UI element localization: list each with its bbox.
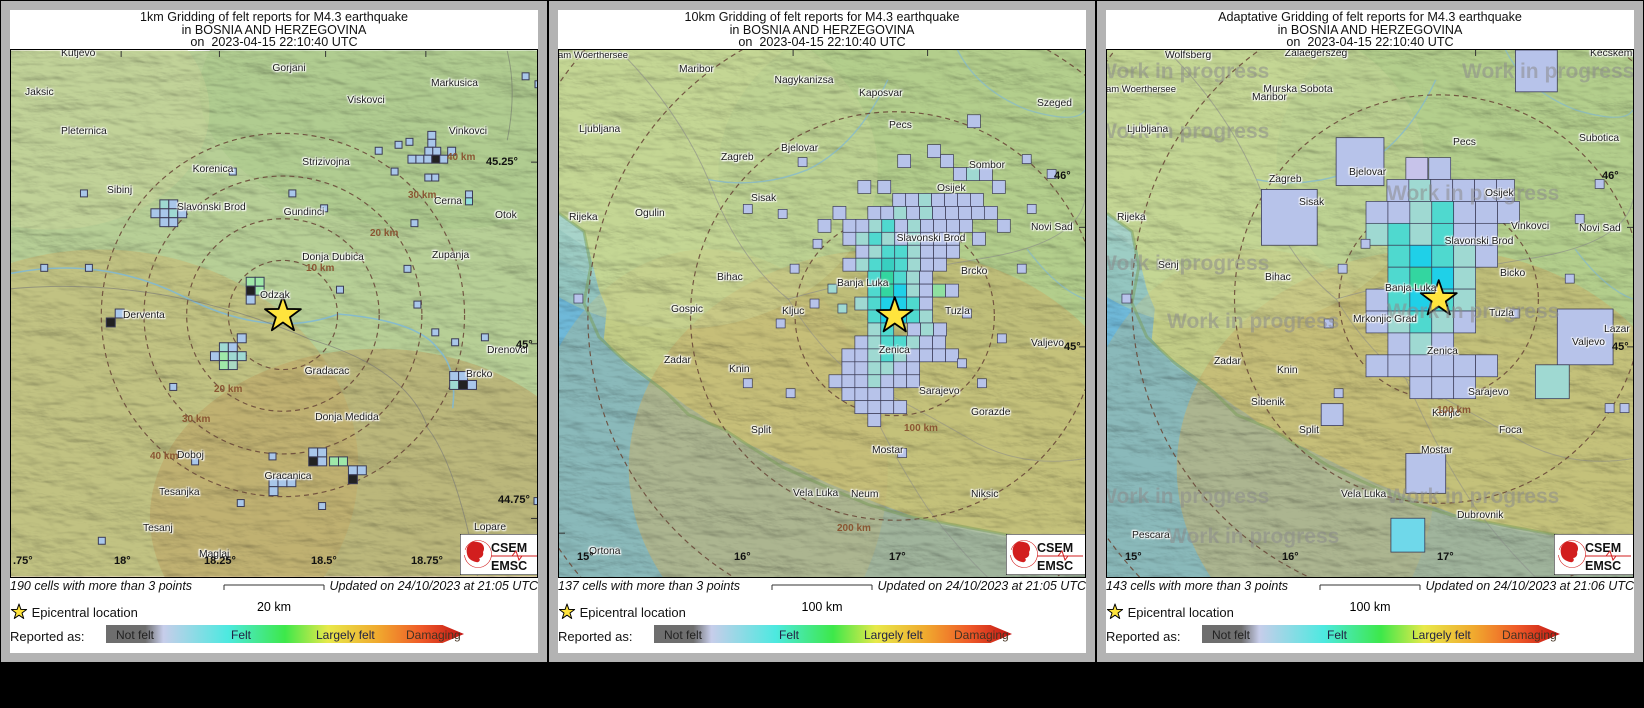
svg-text:CSEM: CSEM <box>491 541 527 555</box>
svg-text:CSEM: CSEM <box>1037 541 1073 555</box>
svg-text:EMSC: EMSC <box>1037 559 1073 573</box>
svg-text:EMSC: EMSC <box>491 559 527 573</box>
svg-text:EMSC: EMSC <box>1585 559 1621 573</box>
svg-text:CSEM: CSEM <box>1585 541 1621 555</box>
